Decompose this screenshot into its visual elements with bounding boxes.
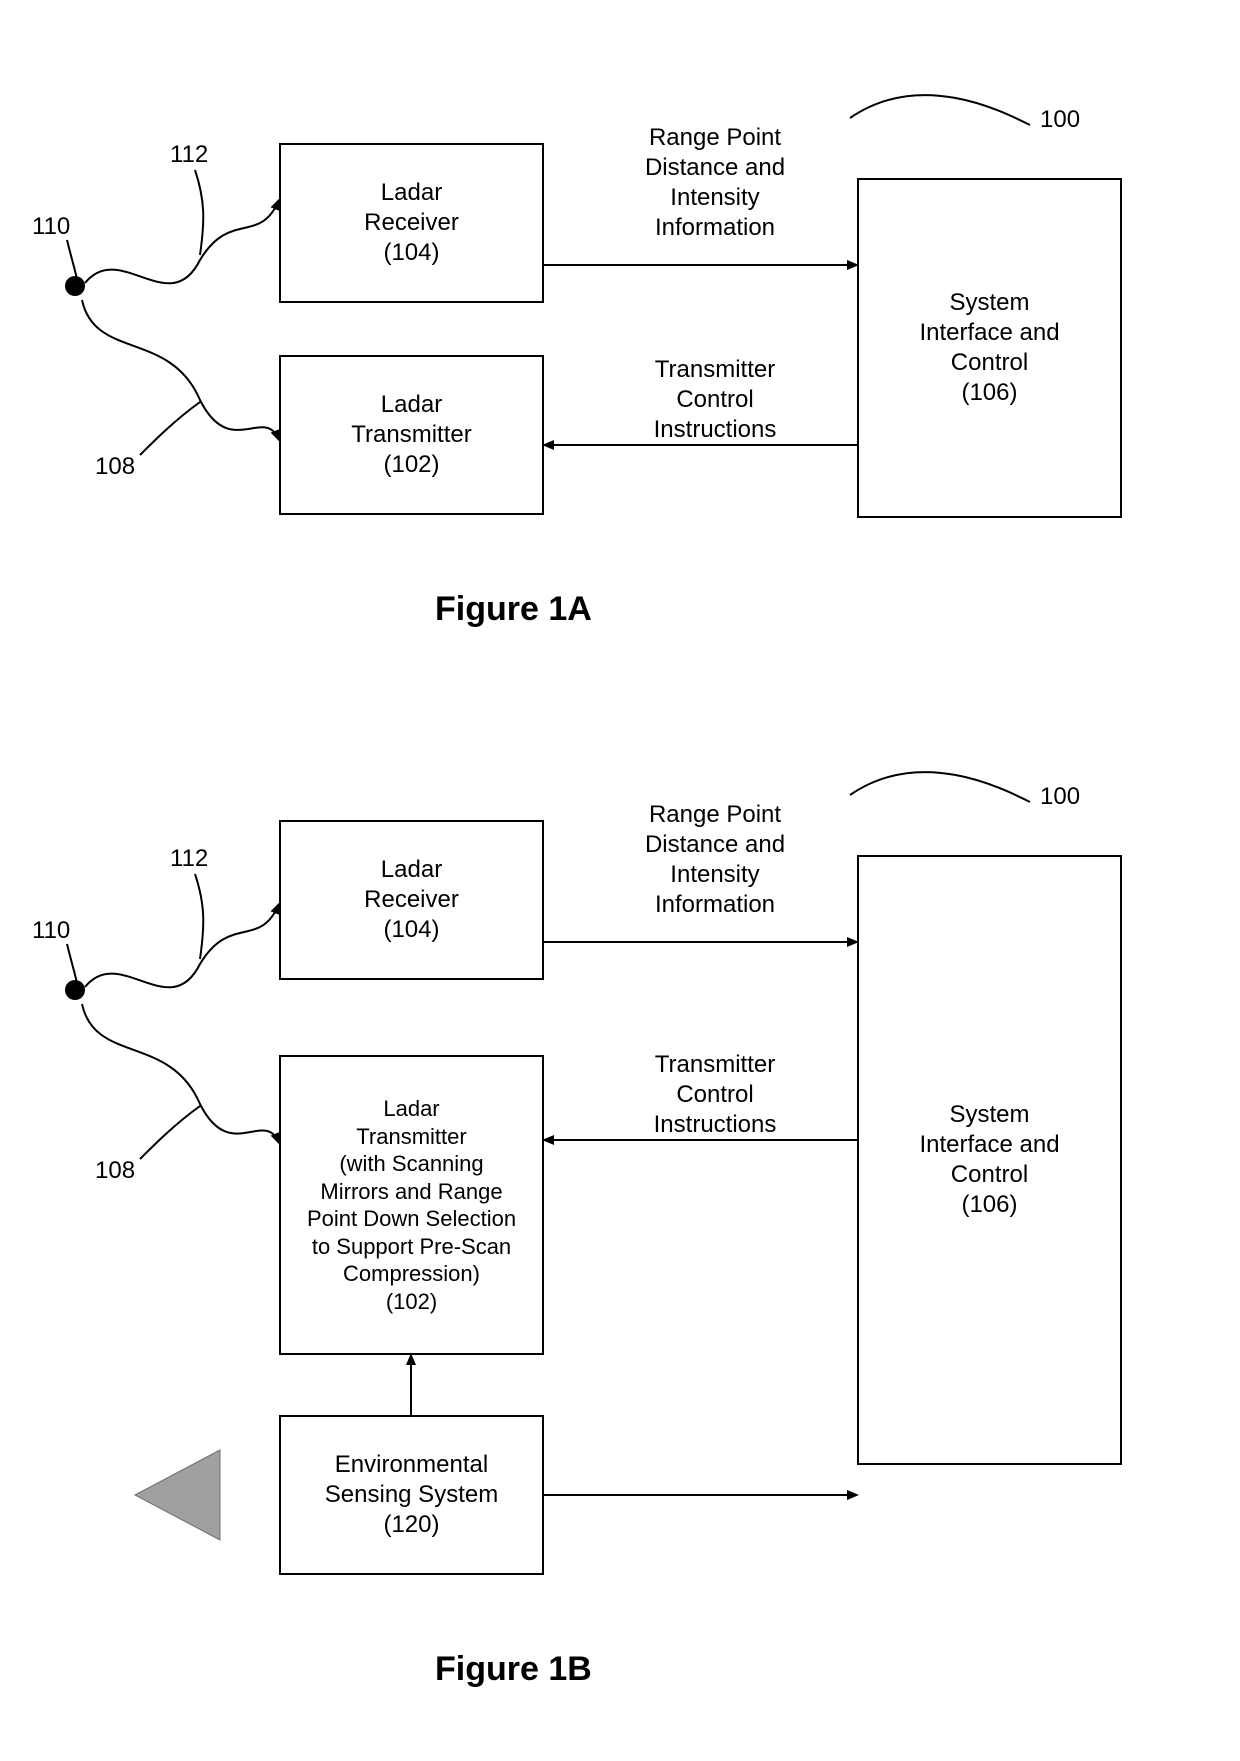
- fig-b-ref-100: 100: [1040, 782, 1080, 812]
- fig-a-rangepoint-label: Range Point Distance and Intensity Infor…: [600, 123, 830, 243]
- fig-b-curve-100: [850, 772, 1030, 802]
- fig-a-ref-112: 112: [170, 140, 208, 170]
- fig-a-control-label: System Interface and Control (106): [919, 288, 1059, 408]
- fig-a-wave-108: [82, 300, 279, 440]
- fig-a-txcontrol-label: Transmitter Control Instructions: [600, 355, 830, 445]
- fig-a-transmitter-label: Ladar Transmitter (102): [351, 390, 471, 480]
- fig-b-receiver-box: Ladar Receiver (104): [279, 820, 544, 980]
- fig-a-receiver-label: Ladar Receiver (104): [364, 178, 459, 268]
- fig-b-wave-108: [82, 1004, 279, 1143]
- fig-b-txcontrol-label: Transmitter Control Instructions: [600, 1050, 830, 1140]
- fig-a-ref-100: 100: [1040, 105, 1080, 135]
- fig-b-control-label: System Interface and Control (106): [919, 1100, 1059, 1220]
- fig-b-title: Figure 1B: [435, 1650, 592, 1689]
- fig-b-ref-108: 108: [95, 1156, 135, 1186]
- fig-b-lead-108: [140, 1106, 200, 1159]
- diagram-canvas: Ladar Receiver (104) Ladar Transmitter (…: [0, 0, 1240, 1761]
- fig-b-ref-112: 112: [170, 844, 208, 874]
- fig-a-control-box: System Interface and Control (106): [857, 178, 1122, 518]
- fig-b-target-dot: [65, 980, 85, 1000]
- fig-b-env-label: Environmental Sensing System (120): [325, 1450, 498, 1540]
- fig-b-lead-112: [195, 874, 203, 959]
- fig-b-control-box: System Interface and Control (106): [857, 855, 1122, 1465]
- fig-a-ref-108: 108: [95, 452, 135, 482]
- fig-a-title: Figure 1A: [435, 590, 592, 629]
- fig-a-lead-112: [195, 170, 203, 255]
- fig-b-ref-110: 110: [32, 916, 70, 946]
- fig-b-triangle-icon: [135, 1450, 220, 1540]
- fig-b-transmitter-label: Ladar Transmitter (with Scanning Mirrors…: [307, 1095, 516, 1315]
- fig-a-curve-100: [850, 95, 1030, 125]
- fig-a-ref-110: 110: [32, 212, 70, 242]
- fig-b-transmitter-box: Ladar Transmitter (with Scanning Mirrors…: [279, 1055, 544, 1355]
- fig-b-receiver-label: Ladar Receiver (104): [364, 855, 459, 945]
- fig-b-wave-112: [85, 904, 279, 987]
- fig-b-rangepoint-label: Range Point Distance and Intensity Infor…: [600, 800, 830, 920]
- fig-a-wave-112: [85, 200, 279, 283]
- fig-a-lead-108: [140, 402, 200, 455]
- fig-b-env-box: Environmental Sensing System (120): [279, 1415, 544, 1575]
- fig-a-target-dot: [65, 276, 85, 296]
- fig-a-transmitter-box: Ladar Transmitter (102): [279, 355, 544, 515]
- fig-a-receiver-box: Ladar Receiver (104): [279, 143, 544, 303]
